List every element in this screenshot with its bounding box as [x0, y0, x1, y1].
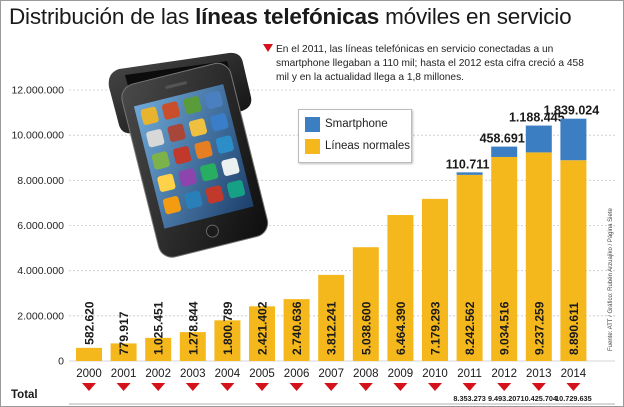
- bar-lineas-normales: [422, 198, 448, 361]
- total-value: 8.353.273: [453, 394, 485, 403]
- bar-lineas-normales: [456, 174, 483, 361]
- value-label-lineas-normales: 8.242.562: [463, 301, 477, 355]
- legend-label-smartphone: Smartphone: [325, 118, 388, 130]
- annotation: En el 2011, las líneas telefónicas en se…: [263, 43, 586, 85]
- down-arrow-icon: [324, 383, 339, 391]
- annotation-text: En el 2011, las líneas telefónicas en se…: [276, 44, 584, 83]
- total-value: 10.729.635: [555, 394, 592, 403]
- down-arrow-icon: [151, 383, 166, 391]
- x-tick-label: 2011: [457, 368, 482, 380]
- bar-lineas-normales: [560, 160, 587, 361]
- down-arrow-icon: [566, 383, 581, 391]
- x-tick-label: 2000: [76, 368, 102, 380]
- y-tick-label: 10.000.000: [11, 130, 64, 142]
- x-tick-label: 2002: [145, 368, 171, 380]
- bar-smartphone: [456, 172, 483, 175]
- value-label-smartphone: 458.691: [480, 132, 525, 146]
- down-arrow-icon: [462, 383, 477, 391]
- value-label-lineas-normales: 1.025.451: [152, 301, 166, 355]
- legend-label-lineas-normales: Líneas normales: [325, 140, 411, 152]
- x-tick-label: 2007: [318, 368, 344, 380]
- down-arrow-icon: [185, 383, 200, 391]
- lineas-normales-swatch: [305, 138, 320, 154]
- y-tick-label: 12.000.000: [11, 85, 64, 97]
- note-arrow-icon: [263, 44, 273, 52]
- value-label-lineas-normales: 1.278.844: [186, 301, 200, 355]
- y-tick-label: 2.000.000: [17, 310, 64, 322]
- bar-lineas-normales: [491, 156, 518, 361]
- down-arrow-icon: [116, 383, 131, 391]
- value-label-smartphone: 1.188.445: [509, 111, 565, 125]
- title-prefix: Distribución de las: [9, 4, 196, 29]
- down-arrow-icon: [358, 383, 373, 391]
- title-bold: líneas telefónicas: [195, 4, 380, 29]
- bar-smartphone: [525, 125, 552, 153]
- x-tick-label: 2006: [284, 368, 310, 380]
- value-label-lineas-normales: 9.034.516: [498, 301, 512, 355]
- down-arrow-icon: [220, 383, 235, 391]
- legend: Smartphone Líneas normales: [298, 109, 412, 163]
- legend-item-smartphone: Smartphone: [305, 115, 388, 133]
- smartphone-swatch: [305, 116, 320, 132]
- totals-label: Total: [11, 389, 38, 401]
- title-suffix: móviles en servicio: [379, 4, 572, 29]
- x-tick-label: 2012: [491, 368, 517, 380]
- value-label-lineas-normales: 1.800.789: [221, 301, 235, 355]
- value-label-lineas-normales: 7.179.293: [429, 301, 443, 355]
- source-text: Fuente: ATT / Gráfico: Rubén Arzuajiko /…: [608, 207, 614, 351]
- total-value: 9.493.207: [488, 394, 520, 403]
- value-label-lineas-normales: 2.421.402: [256, 301, 270, 355]
- y-tick-label: 8.000.000: [17, 175, 64, 187]
- value-label-lineas-normales: 9.237.259: [532, 301, 546, 355]
- bar-lineas-normales: [283, 299, 310, 361]
- total-value: 10.425.704: [521, 394, 558, 403]
- x-tick-label: 2008: [353, 368, 379, 380]
- bar-lineas-normales: [318, 274, 345, 361]
- x-tick-label: 2014: [561, 368, 587, 380]
- value-label-smartphone: 1.839.024: [544, 104, 600, 118]
- y-tick-label: 6.000.000: [17, 220, 64, 232]
- bar-lineas-normales: [249, 306, 275, 361]
- legend-item-lineas-normales: Líneas normales: [305, 137, 410, 155]
- value-label-lineas-normales: 779.917: [117, 311, 131, 355]
- bar-smartphone: [560, 118, 587, 161]
- bar-lineas-normales: [110, 343, 137, 361]
- value-label-lineas-normales: 582.620: [83, 301, 97, 345]
- down-arrow-icon: [497, 383, 512, 391]
- y-tick-label: 0: [58, 356, 64, 368]
- bar-lineas-normales: [214, 320, 241, 361]
- x-tick-label: 2005: [249, 368, 275, 380]
- down-arrow-icon: [289, 383, 304, 391]
- bar-lineas-normales: [352, 247, 379, 361]
- x-tick-label: 2003: [180, 368, 206, 380]
- bar-smartphone: [491, 146, 518, 157]
- value-label-lineas-normales: 5.038.600: [359, 301, 373, 355]
- bar-lineas-normales: [76, 347, 102, 361]
- y-tick-label: 4.000.000: [17, 265, 64, 277]
- value-label-lineas-normales: 6.464.390: [394, 301, 408, 355]
- down-arrow-icon: [393, 383, 408, 391]
- down-arrow-icon: [531, 383, 546, 391]
- value-label-lineas-normales: 3.812.241: [325, 301, 339, 355]
- x-tick-label: 2010: [422, 368, 448, 380]
- bar-lineas-normales: [179, 332, 206, 361]
- x-tick-label: 2009: [388, 368, 414, 380]
- down-arrow-icon: [428, 383, 442, 391]
- x-tick-label: 2004: [215, 368, 241, 380]
- down-arrow-icon: [82, 383, 96, 391]
- chart-title: Distribución de las líneas telefónicas m…: [9, 4, 572, 30]
- x-tick-label: 2013: [526, 368, 552, 380]
- value-label-lineas-normales: 8.890.611: [567, 302, 581, 355]
- x-tick-label: 2001: [111, 368, 137, 380]
- value-label-smartphone: 110.711: [446, 157, 490, 171]
- bar-lineas-normales: [525, 152, 552, 361]
- down-arrow-icon: [255, 383, 269, 391]
- bar-lineas-normales: [387, 215, 414, 361]
- bar-lineas-normales: [145, 337, 172, 361]
- value-label-lineas-normales: 2.740.636: [290, 301, 304, 355]
